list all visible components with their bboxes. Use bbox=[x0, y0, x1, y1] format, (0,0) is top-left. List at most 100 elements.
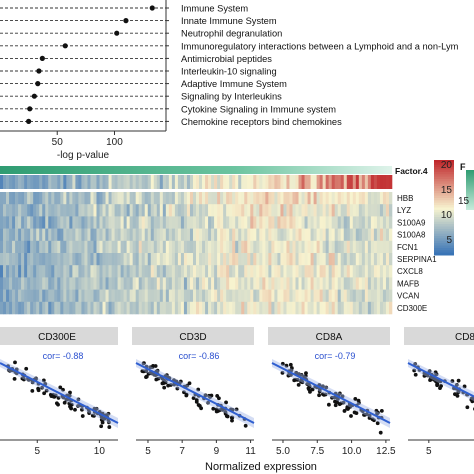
heatmap-cell bbox=[250, 204, 254, 217]
heatmap-cell bbox=[205, 228, 209, 242]
heatmap-cell bbox=[334, 277, 339, 290]
heatmap-cell bbox=[364, 240, 369, 254]
heatmap-cell bbox=[87, 228, 91, 242]
heatmap-cell bbox=[343, 277, 348, 290]
heatmap-cell bbox=[229, 289, 233, 303]
heatmap-cell bbox=[370, 253, 375, 266]
heatmap-cell bbox=[141, 192, 146, 205]
heatmap-cell bbox=[3, 289, 7, 303]
heatmap-cell bbox=[382, 289, 387, 303]
heatmap-cell bbox=[153, 265, 158, 278]
heatmap-cell bbox=[180, 277, 185, 290]
heatmap-cell bbox=[265, 265, 269, 278]
heatmap-cell bbox=[202, 301, 206, 315]
heatmap-cell bbox=[214, 301, 218, 315]
heatmap-cell bbox=[271, 228, 275, 242]
heatmap-cell bbox=[177, 216, 182, 229]
colorbar-segment bbox=[434, 245, 454, 249]
heatmap-cell bbox=[376, 204, 381, 217]
heatmap-cell bbox=[159, 240, 164, 254]
heatmap-cell bbox=[105, 277, 109, 290]
heatmap-cell bbox=[301, 192, 305, 205]
heatmap-cell bbox=[334, 289, 339, 303]
heatmap-cell bbox=[331, 277, 336, 290]
heatmap-cell bbox=[3, 216, 7, 229]
heatmap-cell bbox=[144, 216, 149, 229]
heatmap-cell bbox=[232, 253, 236, 266]
heatmap-cell bbox=[295, 204, 299, 217]
colorbar-segment bbox=[434, 179, 454, 182]
heatmap-cell bbox=[90, 289, 94, 303]
heatmap-cell bbox=[42, 204, 46, 217]
colorbar-segment bbox=[434, 162, 454, 166]
heatmap-cell bbox=[87, 216, 91, 229]
heatmap-cell bbox=[289, 289, 293, 303]
scatter-point bbox=[56, 402, 60, 407]
heatmap-cell bbox=[331, 301, 336, 315]
heatmap-cell bbox=[159, 216, 164, 229]
heatmap-cell bbox=[168, 289, 173, 303]
panel-x-tick-label: 7 bbox=[179, 446, 185, 457]
annotation-cell bbox=[289, 175, 293, 189]
heatmap-cell bbox=[382, 228, 387, 242]
heatmap-cell bbox=[81, 240, 85, 254]
heatmap-cell bbox=[247, 192, 251, 205]
scatter-point bbox=[184, 393, 189, 398]
colorbar-segment bbox=[434, 224, 454, 227]
annotation-cell bbox=[162, 175, 167, 189]
heatmap-cell bbox=[367, 228, 372, 242]
annotation-cell bbox=[241, 175, 245, 189]
heatmap-cell bbox=[3, 265, 7, 278]
heatmap-cell bbox=[138, 289, 143, 303]
heatmap-cell bbox=[262, 240, 266, 254]
heatmap-cell bbox=[150, 192, 155, 205]
heatmap-cell bbox=[42, 289, 46, 303]
heatmap-cell bbox=[42, 192, 46, 205]
heatmap-cell bbox=[159, 204, 164, 217]
heatmap-cell bbox=[253, 192, 257, 205]
heatmap-cell bbox=[226, 240, 230, 254]
heatmap-cell bbox=[325, 216, 329, 229]
heatmap-cell bbox=[319, 301, 323, 315]
heatmap-cell bbox=[75, 253, 79, 266]
heatmap-cell bbox=[313, 265, 317, 278]
heatmap-cell bbox=[150, 216, 155, 229]
heatmap-cell bbox=[292, 216, 296, 229]
heatmap-cell bbox=[295, 265, 299, 278]
heatmap-cell bbox=[295, 289, 299, 303]
heatmap-cell bbox=[168, 192, 173, 205]
heatmap-cell bbox=[75, 277, 79, 290]
heatmap-cell bbox=[30, 216, 34, 229]
annotation-cell bbox=[72, 175, 76, 189]
annotation-gradient bbox=[0, 166, 392, 174]
heatmap-cell bbox=[301, 204, 305, 217]
heatmap-cell bbox=[159, 192, 164, 205]
heatmap-cell bbox=[78, 204, 82, 217]
heatmap-cell bbox=[159, 228, 164, 242]
heatmap-cell bbox=[12, 192, 16, 205]
heatmap-cell bbox=[87, 240, 91, 254]
colorbar-segment bbox=[434, 207, 454, 211]
heatmap-cell bbox=[129, 277, 133, 290]
annotation-cell bbox=[283, 175, 287, 189]
heatmap-cell bbox=[126, 216, 130, 229]
scatter-point bbox=[68, 390, 72, 395]
heatmap-cell bbox=[316, 265, 320, 278]
heatmap-cell bbox=[262, 301, 266, 315]
heatmap-cell bbox=[54, 253, 58, 266]
heatmap-cell bbox=[328, 289, 332, 303]
heatmap-cell bbox=[373, 216, 378, 229]
heatmap-cell bbox=[253, 253, 257, 266]
heatmap-cell bbox=[120, 265, 124, 278]
heatmap-cell bbox=[96, 228, 100, 242]
heatmap-cell bbox=[331, 289, 336, 303]
scatter-point bbox=[456, 390, 461, 395]
heatmap-cell bbox=[388, 204, 393, 217]
heatmap-cell bbox=[15, 240, 19, 254]
annotation-cell bbox=[24, 175, 28, 189]
heatmap-cell bbox=[171, 204, 176, 217]
heatmap-cell bbox=[367, 289, 372, 303]
annotation-cell bbox=[180, 175, 185, 189]
heatmap-cell bbox=[214, 204, 218, 217]
heatmap-cell bbox=[370, 265, 375, 278]
